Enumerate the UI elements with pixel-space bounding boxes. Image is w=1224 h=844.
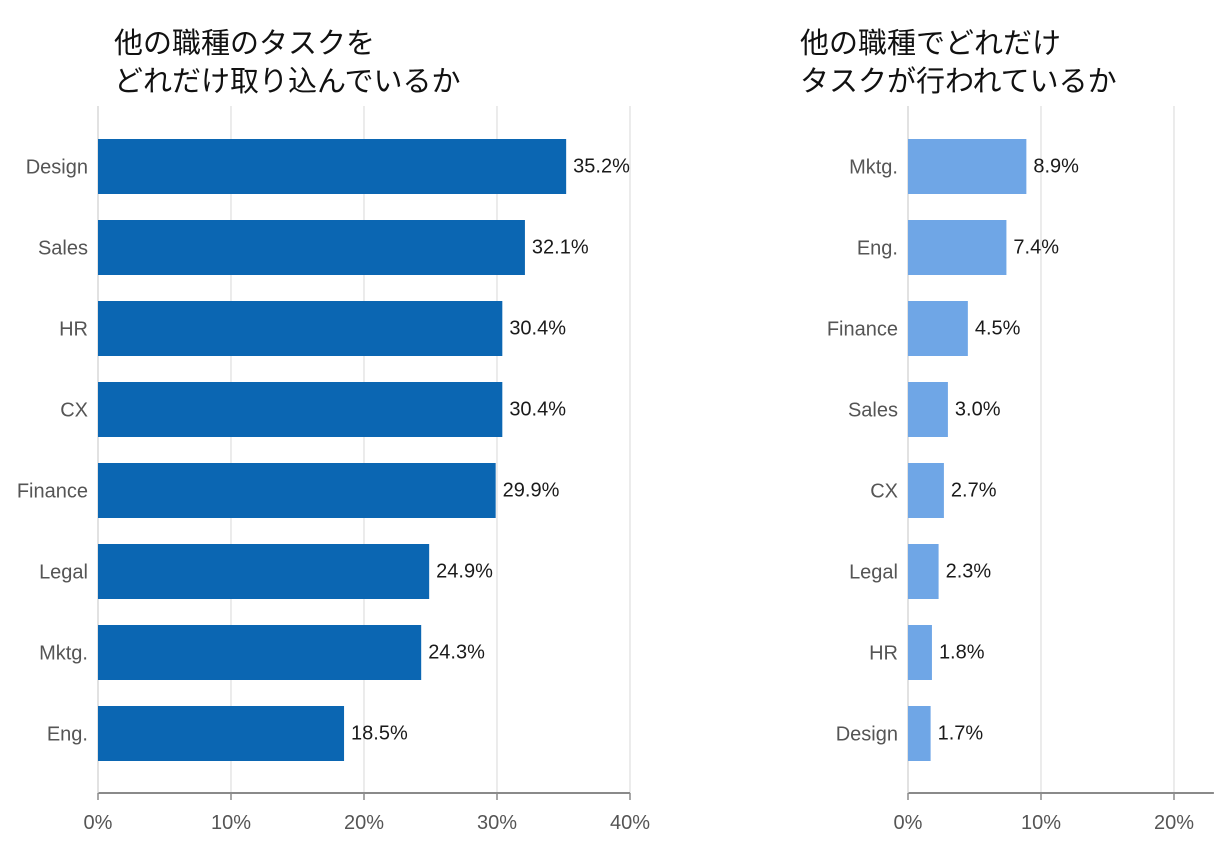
bar [908, 463, 944, 518]
x-tick-label: 10% [211, 812, 251, 834]
data-label: 24.9% [436, 561, 493, 583]
data-label: 18.5% [351, 723, 408, 745]
bar [908, 220, 1007, 275]
bar [98, 544, 430, 599]
bar [908, 625, 932, 680]
bar [908, 301, 968, 356]
data-label: 7.4% [1013, 237, 1059, 259]
data-label: 8.9% [1033, 156, 1079, 178]
category-label: HR [869, 643, 898, 665]
category-label: Finance [827, 319, 898, 341]
x-tick-label: 20% [1154, 812, 1194, 834]
right-bar-chart: 0% 10% 20% Mktg. 8.9% Eng. 7.4% Finance 4.5% Sale… [827, 106, 1214, 834]
bar [98, 382, 503, 437]
left-bar-chart: 0% 10% 20% 30% 40% Design 35.2% Sales 32.1% HR 30.… [17, 106, 650, 834]
category-label: CX [60, 400, 88, 422]
category-label: Finance [17, 481, 88, 503]
right-chart-title-line-2: タスクが行われているか [800, 64, 1117, 98]
category-label: Legal [849, 562, 898, 584]
category-label: Mktg. [849, 157, 898, 179]
data-label: 3.0% [955, 399, 1001, 421]
data-label: 1.8% [939, 642, 985, 664]
category-label: Sales [848, 400, 898, 422]
x-tick-label: 0% [894, 812, 923, 834]
bar [98, 706, 345, 761]
data-label: 30.4% [509, 399, 566, 421]
category-label: Eng. [857, 238, 898, 260]
data-label: 2.7% [951, 480, 997, 502]
x-tick-label: 40% [610, 812, 650, 834]
x-tick-label: 30% [477, 812, 517, 834]
data-label: 29.9% [503, 480, 560, 502]
data-label: 2.3% [946, 561, 992, 583]
data-label: 30.4% [509, 318, 566, 340]
x-tick-label: 20% [344, 812, 384, 834]
right-chart-title: 他の職種でどれだけ タスクが行われているか [800, 24, 1117, 100]
category-label: Sales [38, 238, 88, 260]
right-chart-title-line-1: 他の職種でどれだけ [800, 26, 1062, 60]
category-label: Legal [39, 562, 88, 584]
left-chart-title: 他の職種のタスクを どれだけ取り込んでいるか [114, 24, 461, 100]
bar [98, 139, 567, 194]
category-label: Eng. [47, 724, 88, 746]
category-label: Design [26, 157, 88, 179]
bar [908, 139, 1027, 194]
data-label: 1.7% [938, 723, 984, 745]
category-label: CX [870, 481, 898, 503]
x-tick-label: 10% [1021, 812, 1061, 834]
bar [98, 220, 525, 275]
data-label: 32.1% [532, 237, 589, 259]
bar [908, 544, 939, 599]
left-chart-title-line-2: どれだけ取り込んでいるか [114, 64, 461, 98]
category-label: Mktg. [39, 643, 88, 665]
x-tick-label: 0% [84, 812, 113, 834]
data-label: 35.2% [573, 156, 630, 178]
bar [98, 625, 422, 680]
category-label: Design [836, 724, 898, 746]
category-label: HR [59, 319, 88, 341]
bar [908, 382, 948, 437]
bar [908, 706, 931, 761]
left-chart-title-line-1: 他の職種のタスクを [114, 26, 376, 60]
data-label: 24.3% [428, 642, 485, 664]
bar [98, 463, 496, 518]
data-label: 4.5% [975, 318, 1021, 340]
bar [98, 301, 503, 356]
